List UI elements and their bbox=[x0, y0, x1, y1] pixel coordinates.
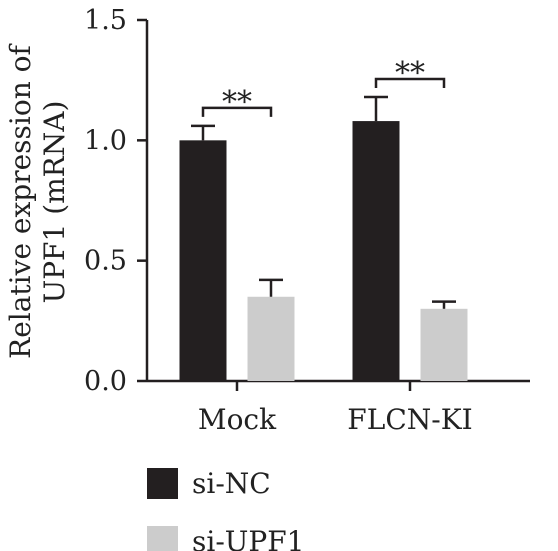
significance-brackets: ** ** bbox=[201, 56, 446, 120]
significance-label: ** bbox=[395, 56, 425, 91]
legend: si-NC si-UPF1 bbox=[147, 467, 304, 551]
error-bars bbox=[191, 95, 456, 309]
bar-si-NC-FLCN-KI bbox=[352, 121, 400, 381]
legend-swatch-si-UPF1 bbox=[147, 526, 178, 551]
x-tick-labels: Mock FLCN-KI bbox=[198, 403, 473, 436]
bars bbox=[179, 121, 468, 381]
bar-si-UPF1-Mock bbox=[247, 296, 295, 381]
significance-bracket bbox=[201, 106, 273, 117]
bar-si-UPF1-FLCN-KI bbox=[420, 308, 468, 381]
y-axis-label-line2: UPF1 (mRNA) bbox=[38, 101, 71, 304]
y-axis-label-line1: Relative expression of bbox=[4, 42, 37, 358]
legend-label: si-NC bbox=[192, 467, 271, 500]
bar-si-NC-Mock bbox=[179, 140, 227, 381]
significance-label: ** bbox=[222, 85, 252, 120]
y-axis-label: Relative expression of UPF1 (mRNA) bbox=[4, 42, 71, 358]
y-tick-label: 0.0 bbox=[84, 366, 127, 397]
x-tick-label: FLCN-KI bbox=[347, 403, 472, 436]
axes: 0.0 0.5 1.0 1.5 bbox=[84, 5, 530, 397]
significance-bracket bbox=[374, 77, 446, 89]
y-tick-label: 1.5 bbox=[84, 5, 127, 36]
y-tick-label: 1.0 bbox=[84, 125, 127, 156]
legend-label: si-UPF1 bbox=[192, 525, 304, 551]
legend-swatch-si-NC bbox=[147, 468, 178, 499]
x-tick-label: Mock bbox=[198, 403, 277, 436]
y-tick-label: 0.5 bbox=[84, 246, 127, 277]
